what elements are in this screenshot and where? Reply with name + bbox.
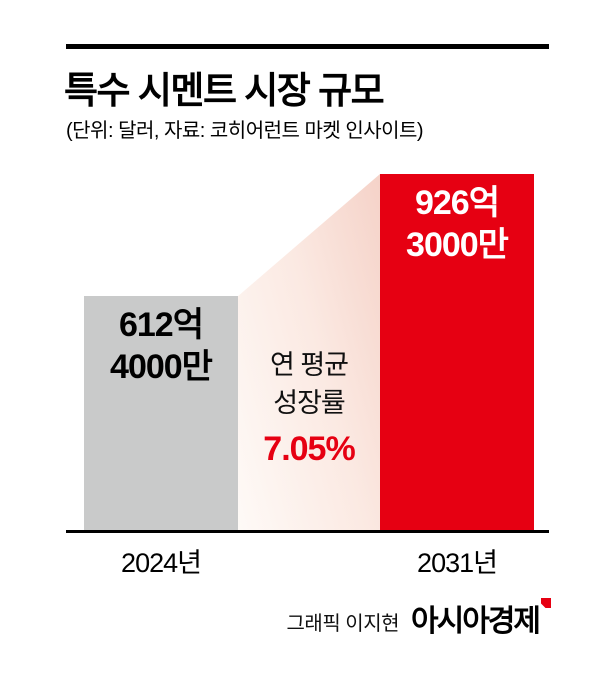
cagr-value: 7.05% <box>263 430 355 468</box>
graphic-credit: 그래픽 이지현 <box>286 613 400 635</box>
bar-2024-value-line2: 4000만 <box>110 348 213 386</box>
x-axis-label-2031: 2031년 <box>417 548 498 578</box>
bar-2031: 926억 3000만 <box>380 174 534 530</box>
bar-2031-value-line2: 3000만 <box>406 226 509 264</box>
x-axis-label-2024: 2024년 <box>121 548 202 578</box>
bar-2031-value-label: 926억 3000만 <box>380 182 534 266</box>
asiae-logo-text: 아시아경제 <box>411 605 541 638</box>
bar-2024: 612억 4000만 <box>84 296 238 530</box>
bar-2024-value-label: 612억 4000만 <box>84 304 238 388</box>
bar-2024-value-line1: 612억 <box>118 306 204 344</box>
cagr-label-line2: 성장률 <box>273 388 346 418</box>
x-axis-baseline <box>66 530 549 533</box>
chart-subtitle: (단위: 달러, 자료: 코히어런트 마켓 인사이트) <box>66 120 424 142</box>
top-rule <box>66 44 549 49</box>
asiae-logo: 아시아경제 <box>411 596 551 640</box>
cagr-label-line1: 연 평균 <box>269 350 349 380</box>
asiae-logo-red-mark <box>541 598 551 608</box>
footer: 그래픽 이지현 아시아경제 <box>287 596 551 640</box>
cagr-annotation: 연 평균 성장률 7.05% <box>238 346 380 469</box>
bar-2031-value-line1: 926억 <box>414 184 500 222</box>
chart-title: 특수 시멘트 시장 규모 <box>64 70 385 111</box>
